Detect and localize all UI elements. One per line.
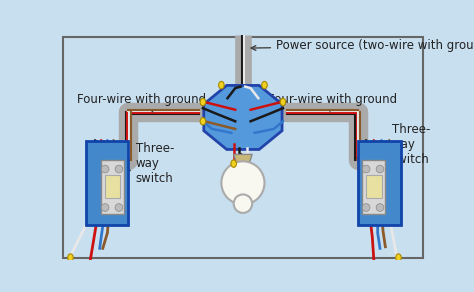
Bar [86, 140, 128, 225]
Circle shape [376, 165, 384, 173]
Polygon shape [204, 86, 282, 150]
Circle shape [221, 161, 264, 204]
Ellipse shape [396, 254, 401, 261]
Polygon shape [234, 154, 252, 164]
Bar [362, 160, 385, 214]
Text: Power source (two-wire with ground): Power source (two-wire with ground) [251, 39, 474, 52]
Bar [358, 140, 401, 225]
Text: Three-
way
switch: Three- way switch [117, 142, 174, 185]
Ellipse shape [68, 254, 73, 261]
Circle shape [101, 165, 109, 173]
Circle shape [115, 165, 123, 173]
Text: Three-
way
switch: Three- way switch [377, 123, 430, 172]
Circle shape [376, 204, 384, 211]
Ellipse shape [231, 160, 237, 167]
Bar [237, 164, 248, 175]
Circle shape [101, 204, 109, 211]
Bar [101, 160, 124, 214]
Bar [366, 175, 382, 198]
Circle shape [234, 194, 252, 213]
Text: Four-wire with ground: Four-wire with ground [77, 93, 207, 112]
Ellipse shape [200, 98, 206, 106]
Circle shape [115, 204, 123, 211]
Ellipse shape [200, 118, 206, 125]
Ellipse shape [280, 98, 286, 106]
Ellipse shape [219, 81, 224, 89]
Circle shape [362, 204, 370, 211]
Circle shape [362, 165, 370, 173]
Text: Four-wire with ground: Four-wire with ground [268, 93, 398, 112]
Bar [105, 175, 120, 198]
Ellipse shape [262, 81, 267, 89]
